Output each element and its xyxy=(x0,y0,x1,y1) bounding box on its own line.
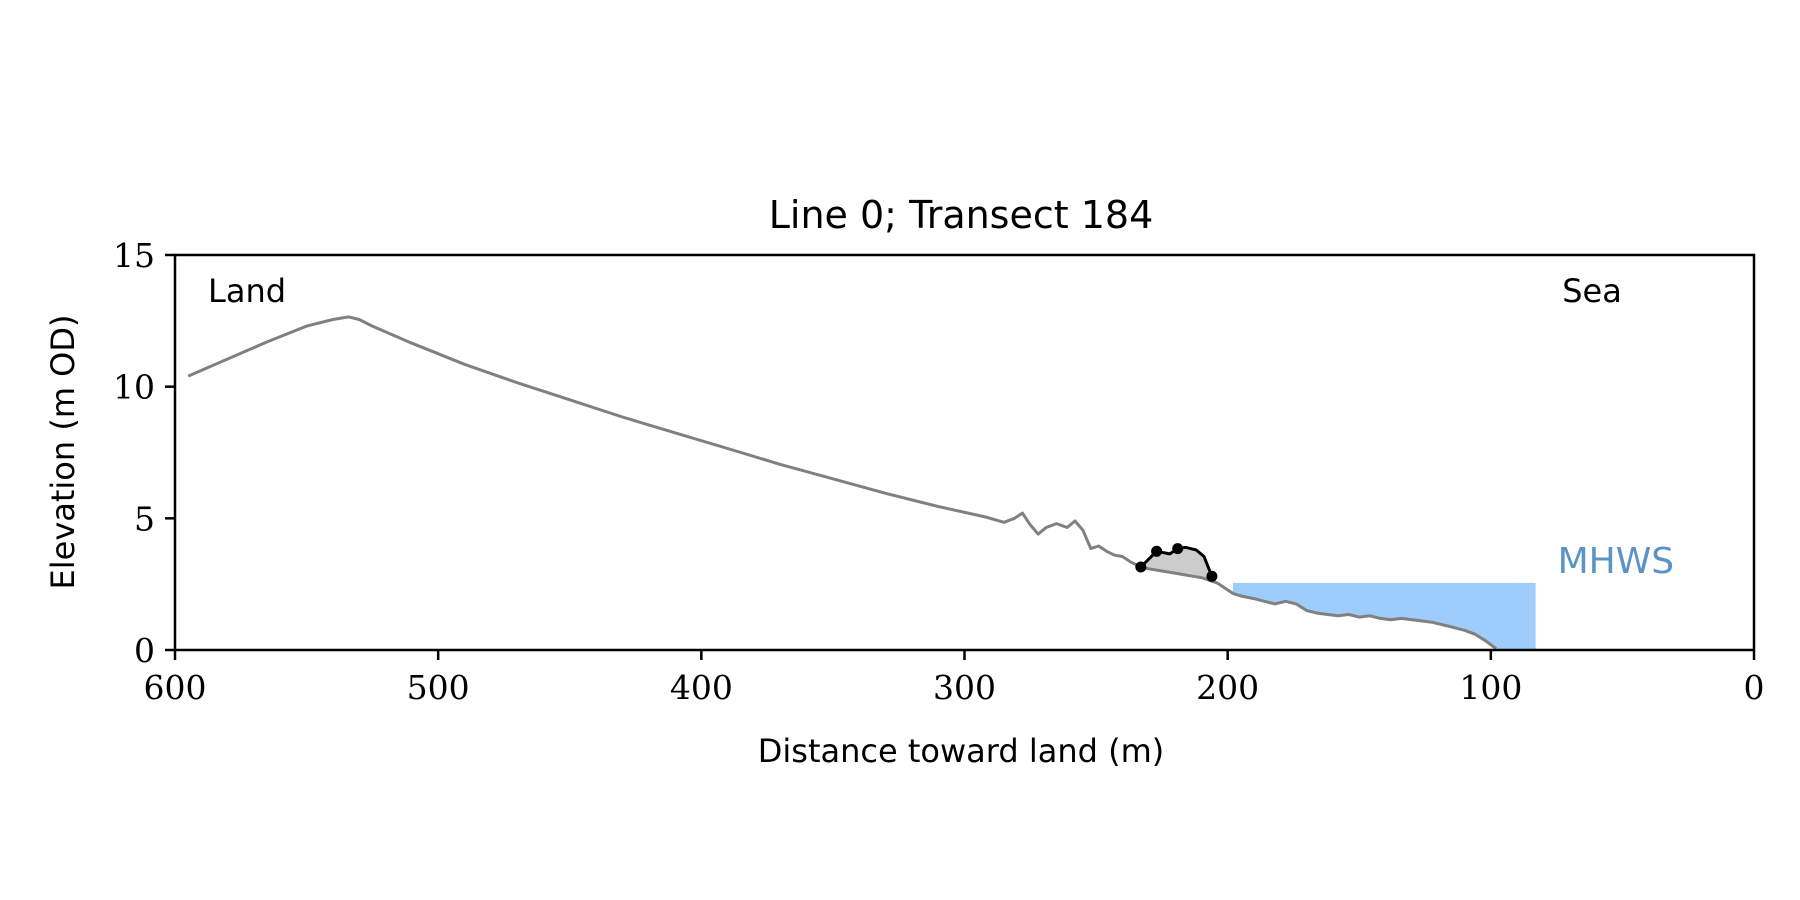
x-axis-ticks: 600 500 400 300 200 100 0 xyxy=(144,650,1765,707)
feature-point xyxy=(1151,545,1163,557)
y-tick-label: 10 xyxy=(113,368,155,407)
x-tick-label: 100 xyxy=(1459,668,1522,707)
x-tick-label: 300 xyxy=(933,668,996,707)
y-axis-label: Elevation (m OD) xyxy=(44,315,82,590)
mhws-label: MHWS xyxy=(1558,541,1675,582)
chart-title: Line 0; Transect 184 xyxy=(769,193,1154,237)
plot-area: MHWS xyxy=(187,315,1675,650)
axes-frame xyxy=(173,253,1756,652)
y-axis-ticks: 0 5 10 15 xyxy=(113,236,175,670)
feature-point xyxy=(1135,561,1147,573)
x-tick-label: 400 xyxy=(670,668,733,707)
feature-point xyxy=(1206,570,1218,582)
sea-label: Sea xyxy=(1562,272,1622,310)
x-tick-label: 500 xyxy=(407,668,470,707)
feature-point xyxy=(1172,543,1184,555)
land-label: Land xyxy=(208,272,286,310)
x-tick-label: 600 xyxy=(144,668,207,707)
y-tick-label: 15 xyxy=(113,236,155,275)
x-tick-label: 200 xyxy=(1196,668,1259,707)
y-tick-label: 0 xyxy=(134,631,155,670)
mhws-water-area xyxy=(1232,582,1536,650)
y-tick-label: 5 xyxy=(134,499,155,538)
x-axis-label: Distance toward land (m) xyxy=(758,732,1164,770)
x-tick-label: 0 xyxy=(1744,668,1765,707)
